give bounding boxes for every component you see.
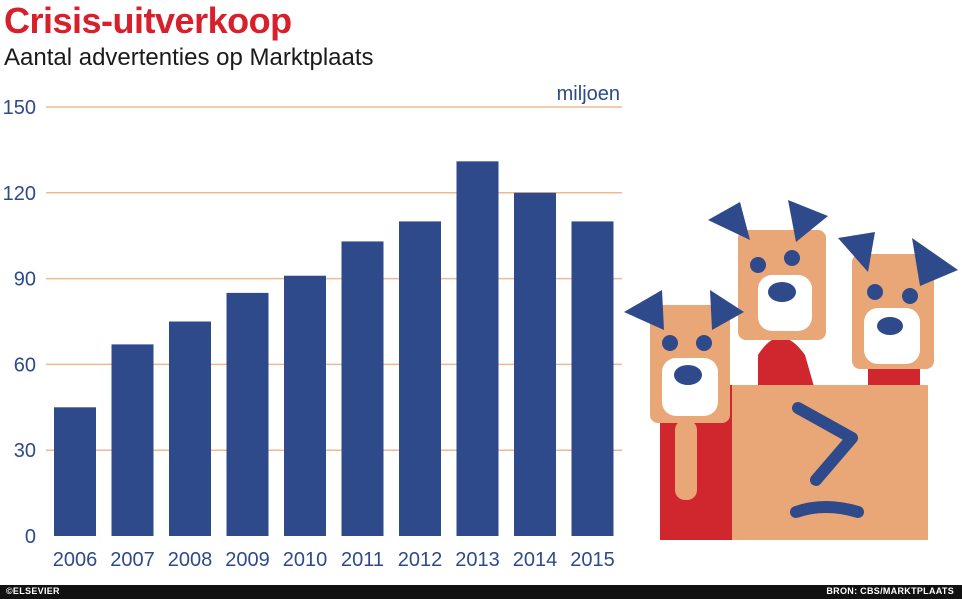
y-tick-labels: 0 30 60 90 120 150 bbox=[3, 97, 36, 548]
x-tick-label: 2008 bbox=[168, 549, 213, 571]
y-tick-label: 150 bbox=[3, 97, 36, 119]
chart-subtitle: Aantal advertenties op Marktplaats bbox=[4, 44, 374, 71]
x-tick-label: 2009 bbox=[225, 549, 270, 571]
bar-2011 bbox=[341, 241, 384, 537]
x-tick-label: 2015 bbox=[570, 549, 615, 571]
dogs-in-box-illustration bbox=[624, 200, 958, 540]
unit-label: miljoen bbox=[557, 83, 620, 105]
bar-2014 bbox=[514, 192, 556, 537]
footer-bar: ©ELSEVIER BRON: CBS/MARKTPLAATS bbox=[0, 585, 962, 599]
bars bbox=[54, 161, 614, 537]
y-tick-label: 120 bbox=[3, 183, 36, 205]
bar-2006 bbox=[54, 407, 96, 536]
x-tick-label: 2011 bbox=[341, 549, 384, 571]
bar-2010 bbox=[284, 275, 326, 536]
bar-2009 bbox=[226, 292, 269, 536]
bar-2013 bbox=[456, 161, 499, 536]
x-tick-label: 2014 bbox=[513, 549, 558, 571]
y-tick-label: 0 bbox=[25, 526, 36, 548]
dog-right bbox=[838, 232, 958, 369]
y-tick-label: 30 bbox=[14, 440, 36, 462]
dog-middle-body bbox=[758, 337, 815, 390]
chart-title: Crisis-uitverkoop bbox=[4, 0, 292, 41]
bar-2007 bbox=[111, 344, 154, 536]
x-tick-label: 2010 bbox=[283, 549, 328, 571]
dog-left bbox=[624, 290, 744, 500]
bar-2015 bbox=[571, 221, 614, 536]
bar-2008 bbox=[169, 321, 211, 536]
y-tick-label: 90 bbox=[14, 269, 36, 291]
x-tick-label: 2012 bbox=[398, 549, 443, 571]
credit-label: ©ELSEVIER bbox=[6, 586, 60, 596]
x-tick-label: 2007 bbox=[110, 549, 155, 571]
x-tick-label: 2006 bbox=[53, 549, 98, 571]
x-tick-labels: 2006 2007 2008 2009 2010 2011 2012 2013 2014 2015 bbox=[53, 549, 615, 571]
y-tick-label: 60 bbox=[14, 354, 36, 376]
dog-middle bbox=[708, 200, 828, 340]
source-label: BRON: CBS/MARKTPLAATS bbox=[826, 586, 954, 596]
x-tick-label: 2013 bbox=[455, 549, 500, 571]
box-symbol bbox=[792, 402, 858, 486]
bar-2012 bbox=[399, 221, 441, 536]
